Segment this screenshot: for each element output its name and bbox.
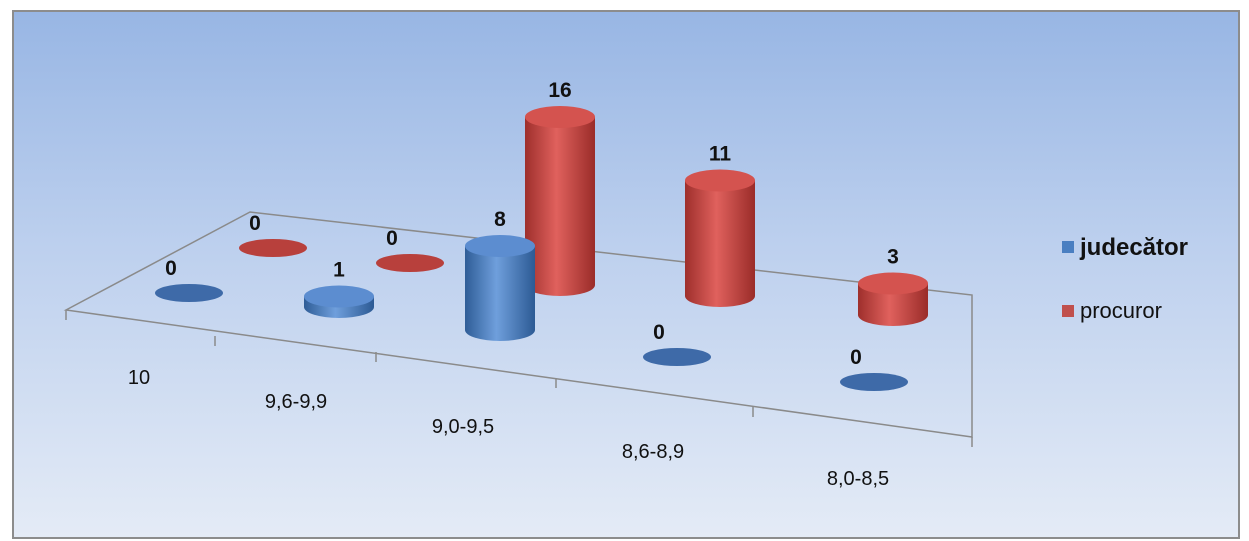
value-label-judecator-4: 0 [653, 321, 665, 344]
value-label-judecator-1: 0 [165, 257, 177, 280]
chart-area [12, 10, 1240, 539]
category-label-3: 9,0-9,5 [432, 416, 494, 438]
value-label-procuror-5: 3 [887, 246, 899, 269]
data-labels-layer: 0 0 16 11 3 0 1 8 0 0 [165, 79, 899, 369]
floor-plane [63, 211, 973, 438]
value-label-procuror-4: 11 [709, 143, 732, 166]
category-label-5: 8,0-8,5 [827, 468, 889, 490]
bar-procuror-3 [525, 106, 595, 296]
category-label-2: 9,6-9,9 [265, 391, 327, 413]
legend: judecător procuror [1062, 234, 1188, 323]
category-label-1: 10 [128, 367, 150, 389]
bars-layer [155, 106, 928, 391]
value-label-judecator-5: 0 [850, 346, 862, 369]
bar-procuror-2 [376, 254, 444, 272]
bar-procuror-4 [685, 169, 755, 307]
bar-judecator-2 [304, 285, 374, 318]
bar-judecator-3 [465, 235, 535, 341]
value-label-procuror-2: 0 [386, 227, 398, 250]
legend-swatch-procuror [1062, 305, 1074, 317]
bar-procuror-1 [239, 239, 307, 257]
bar-judecator-5 [840, 373, 908, 391]
x-axis-ticks [65, 310, 973, 447]
legend-swatch-judecator [1062, 241, 1074, 253]
value-label-procuror-3: 16 [548, 79, 571, 102]
bar-procuror-5 [858, 272, 928, 326]
bar-judecator-4 [643, 348, 711, 366]
legend-label-procuror: procuror [1080, 298, 1162, 323]
category-label-4: 8,6-8,9 [622, 441, 684, 463]
value-label-judecator-2: 1 [333, 259, 345, 282]
value-label-judecator-3: 8 [494, 208, 506, 231]
legend-label-judecator: judecător [1079, 234, 1188, 261]
value-label-procuror-1: 0 [249, 212, 261, 235]
bar-judecator-1 [155, 284, 223, 302]
